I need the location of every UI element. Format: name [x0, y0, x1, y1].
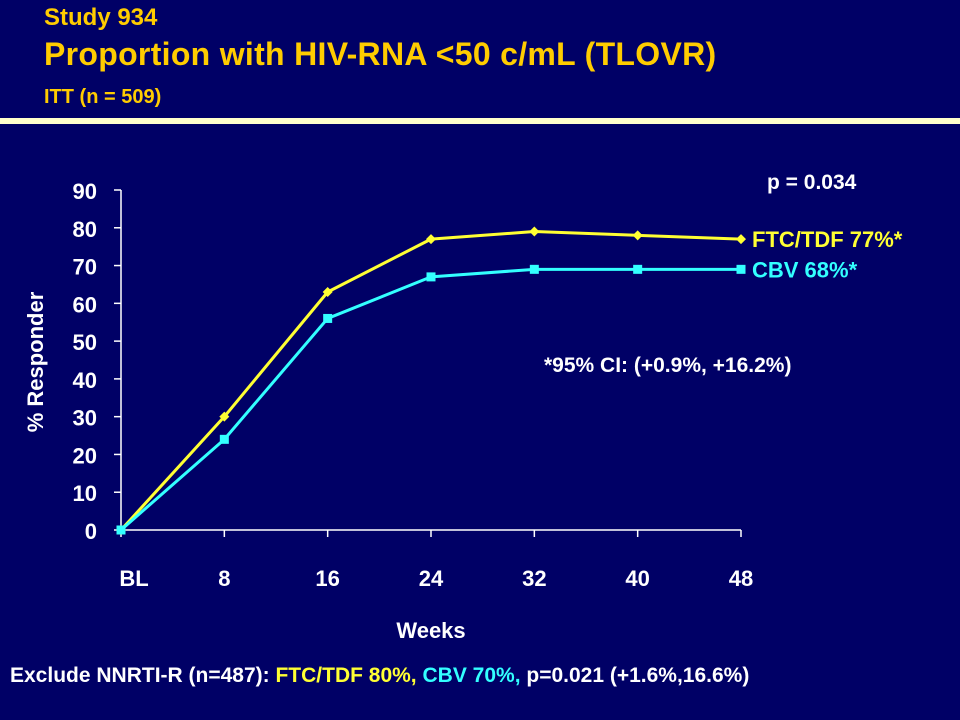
chart-labels: 0 10 20 30 40 50 60 70 80 90 BL 8 16 24 32 40 48 Weeks % R…: [23, 171, 903, 643]
x-tick-label: BL: [119, 566, 148, 591]
footer-note: Exclude NNRTI-R (n=487): FTC/TDF 80%, CB…: [10, 664, 749, 688]
y-tick-label: 40: [73, 368, 97, 393]
x-axis-title: Weeks: [396, 618, 465, 643]
series-label: FTC/TDF 77%*: [752, 227, 903, 252]
y-tick-label: 70: [73, 255, 97, 280]
series-layer: [116, 226, 746, 535]
series-label: CBV 68%*: [752, 257, 858, 282]
x-tick-label: 24: [419, 566, 444, 591]
y-tick-label: 60: [73, 292, 97, 317]
data-point: [633, 264, 643, 274]
p-value-annotation: p = 0.034: [767, 171, 857, 194]
x-tick-label: 40: [625, 566, 649, 591]
y-tick-label: 10: [73, 481, 97, 506]
data-point: [529, 226, 540, 237]
y-tick-label: 80: [73, 217, 97, 242]
x-tick-label: 32: [522, 566, 546, 591]
data-point: [323, 313, 333, 323]
footer-cbv: CBV 70%,: [416, 664, 521, 687]
footer-prefix: Exclude NNRTI-R (n=487):: [10, 664, 276, 687]
footer-ftc: FTC/TDF 80%,: [275, 664, 417, 687]
data-point: [529, 264, 539, 274]
y-tick-label: 50: [73, 330, 97, 355]
chart-subtitle: ITT (n = 509): [44, 86, 162, 108]
data-point: [632, 230, 643, 241]
data-point: [426, 272, 436, 282]
study-label: Study 934: [44, 4, 158, 31]
x-tick-label: 8: [218, 566, 230, 591]
series-line: [120, 267, 741, 532]
data-point: [116, 525, 126, 535]
x-tick-label: 16: [315, 566, 339, 591]
title-divider: [0, 118, 960, 124]
data-point: [322, 287, 333, 297]
data-point: [736, 234, 746, 245]
data-point: [426, 234, 436, 245]
y-tick-label: 30: [73, 406, 97, 431]
y-tick-label: 0: [85, 519, 97, 544]
ci-annotation: *95% CI: (+0.9%, +16.2%): [544, 354, 791, 377]
y-axis-title: % Responder: [23, 291, 48, 432]
data-point: [219, 411, 230, 422]
data-point: [219, 434, 229, 444]
y-tick-label: 90: [73, 179, 97, 204]
x-tick-label: 48: [729, 566, 753, 591]
axes: [114, 189, 742, 537]
data-point: [736, 264, 746, 274]
footer-rest: p=0.021 (+1.6%,16.6%): [520, 664, 750, 687]
y-tick-label: 20: [73, 443, 97, 468]
chart-title: Proportion with HIV-RNA <50 c/mL (TLOVR): [44, 36, 717, 72]
